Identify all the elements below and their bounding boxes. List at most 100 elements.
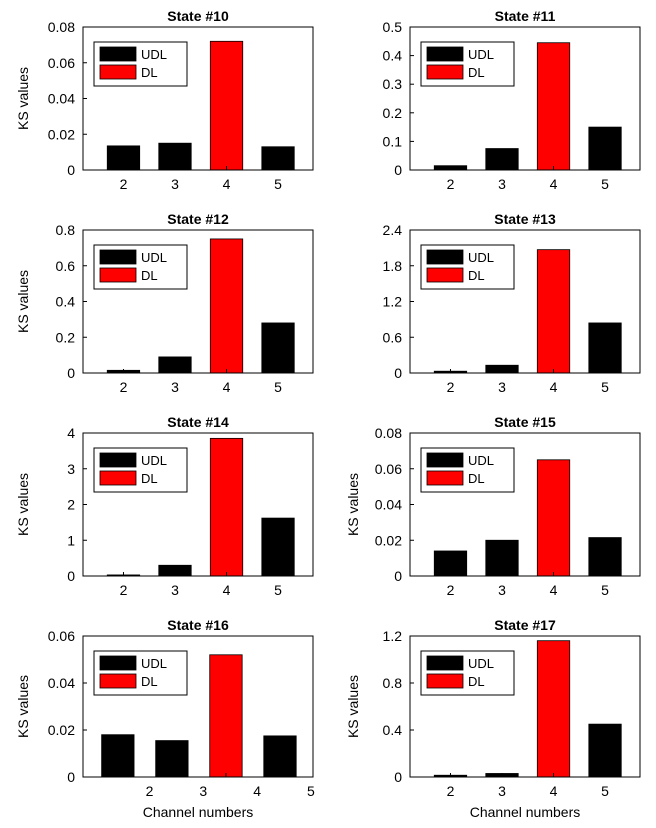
x-tick-label: 5	[274, 176, 282, 192]
bar-dl	[536, 459, 571, 577]
legend: UDL DL	[420, 447, 515, 493]
y-tick-label: 1.2	[383, 294, 403, 310]
legend-swatch-udl	[99, 452, 137, 468]
y-tick-label: 1	[67, 532, 75, 548]
y-axis-label: KS values	[15, 67, 31, 130]
y-tick-label: 0.4	[56, 294, 76, 310]
axes-box	[409, 635, 641, 778]
bar-udl	[101, 734, 135, 778]
y-tick-label: 0.04	[48, 91, 75, 107]
chart-title: State #14	[167, 414, 229, 430]
chart-title: State #12	[167, 211, 229, 227]
x-tick-label: 4	[550, 176, 558, 192]
chart-title: State #10	[167, 8, 229, 24]
y-tick-label: 0.4	[383, 48, 403, 64]
y-axis-label: KS values	[15, 270, 31, 333]
y-tick-label: 0.6	[56, 258, 76, 274]
y-tick-label: 0	[394, 365, 402, 381]
chart-title: State #13	[494, 211, 556, 227]
x-tick-label: 5	[601, 379, 609, 395]
y-tick-label: 0.08	[48, 19, 75, 35]
bar-udl	[261, 517, 295, 577]
y-axis-label: KS values	[345, 473, 361, 536]
x-tick-label: 4	[253, 783, 261, 799]
x-tick-label: 4	[223, 379, 231, 395]
y-tick-label: 0.06	[48, 55, 75, 71]
legend-swatch-udl	[426, 655, 464, 671]
legend-label: UDL	[468, 453, 494, 468]
y-tick-label: 4	[67, 425, 75, 441]
x-tick-label: 4	[550, 582, 558, 598]
chart-panel: 0 0.6 1.2 1.8 2.4 2 3 4 5 State #13 UDL DL	[383, 211, 641, 395]
bar-dl	[536, 640, 571, 778]
y-tick-label: 1.8	[383, 258, 403, 274]
legend-label: DL	[468, 268, 485, 283]
y-tick-label: 0	[67, 162, 75, 178]
x-tick-label: 3	[171, 379, 179, 395]
bar-dl	[536, 249, 571, 374]
x-tick-label: 5	[274, 379, 282, 395]
chart-title: State #16	[167, 617, 229, 633]
legend-swatch-udl	[99, 249, 137, 265]
x-tick-label: 4	[550, 783, 558, 799]
chart-panel: 0 1 2 3 4 2 3 4 5 State #14 KS values UDL DL	[15, 414, 314, 598]
y-tick-label: 0.3	[383, 76, 403, 92]
legend: UDL DL	[93, 41, 188, 87]
x-tick-label: 2	[120, 379, 128, 395]
y-tick-label: 0.2	[56, 329, 76, 345]
legend-swatch-udl	[426, 46, 464, 62]
y-tick-label: 0	[67, 769, 75, 785]
legend-swatch-dl	[426, 267, 464, 283]
y-tick-label: 0	[394, 162, 402, 178]
legend-swatch-udl	[99, 655, 137, 671]
legend-label: DL	[468, 674, 485, 689]
x-tick-label: 2	[120, 582, 128, 598]
x-tick-label: 2	[447, 582, 455, 598]
legend-swatch-dl	[426, 64, 464, 80]
bar-udl	[261, 322, 295, 374]
bar-udl	[588, 537, 622, 577]
legend: UDL DL	[93, 447, 188, 493]
y-tick-label: 0.1	[383, 133, 403, 149]
x-tick-label: 2	[447, 176, 455, 192]
y-tick-label: 3	[67, 461, 75, 477]
y-tick-label: 0.4	[383, 722, 403, 738]
y-axis-label: KS values	[15, 675, 31, 738]
legend-swatch-udl	[426, 249, 464, 265]
legend-label: UDL	[468, 47, 494, 62]
bar-udl	[155, 740, 189, 778]
x-tick-label: 2	[146, 783, 154, 799]
x-tick-label: 5	[601, 783, 609, 799]
x-tick-label: 5	[274, 582, 282, 598]
legend: UDL DL	[420, 650, 515, 696]
y-tick-label: 0.04	[48, 675, 75, 691]
legend-label: DL	[141, 471, 158, 486]
chart-panel: 0 0.2 0.4 0.6 0.8 2 3 4 5 State #12 KS values UDL DL	[15, 211, 314, 395]
x-axis-label: Channel numbers	[470, 804, 581, 820]
y-tick-label: 0.02	[375, 532, 402, 548]
x-tick-label: 5	[307, 783, 315, 799]
chart-panel: 0 0.02 0.04 0.06 0.08 2 3 4 5 State #10 KS values U…	[15, 8, 314, 192]
legend-label: UDL	[141, 250, 167, 265]
chart-panel: 0 0.02 0.04 0.06 2 3 4 5 State #16 KS values Chann…	[15, 617, 315, 820]
x-tick-label: 3	[498, 379, 506, 395]
bar-udl	[433, 550, 468, 577]
bar-dl	[536, 42, 571, 171]
legend-swatch-dl	[426, 470, 464, 486]
y-tick-label: 0.6	[383, 329, 403, 345]
legend: UDL DL	[420, 244, 515, 290]
y-tick-label: 0	[67, 365, 75, 381]
y-axis-label: KS values	[15, 473, 31, 536]
chart-title: State #15	[494, 414, 556, 430]
x-tick-label: 4	[223, 176, 231, 192]
legend-swatch-udl	[426, 452, 464, 468]
legend-swatch-dl	[426, 673, 464, 689]
y-tick-label: 0.06	[48, 628, 75, 644]
legend-label: DL	[468, 65, 485, 80]
legend-label: UDL	[141, 47, 167, 62]
y-tick-label: 0.2	[383, 105, 403, 121]
x-tick-label: 4	[550, 379, 558, 395]
bar-udl	[588, 723, 622, 778]
chart-panel: 0 0.02 0.04 0.06 0.08 2 3 4 5 State #15 KS values U…	[345, 414, 641, 598]
